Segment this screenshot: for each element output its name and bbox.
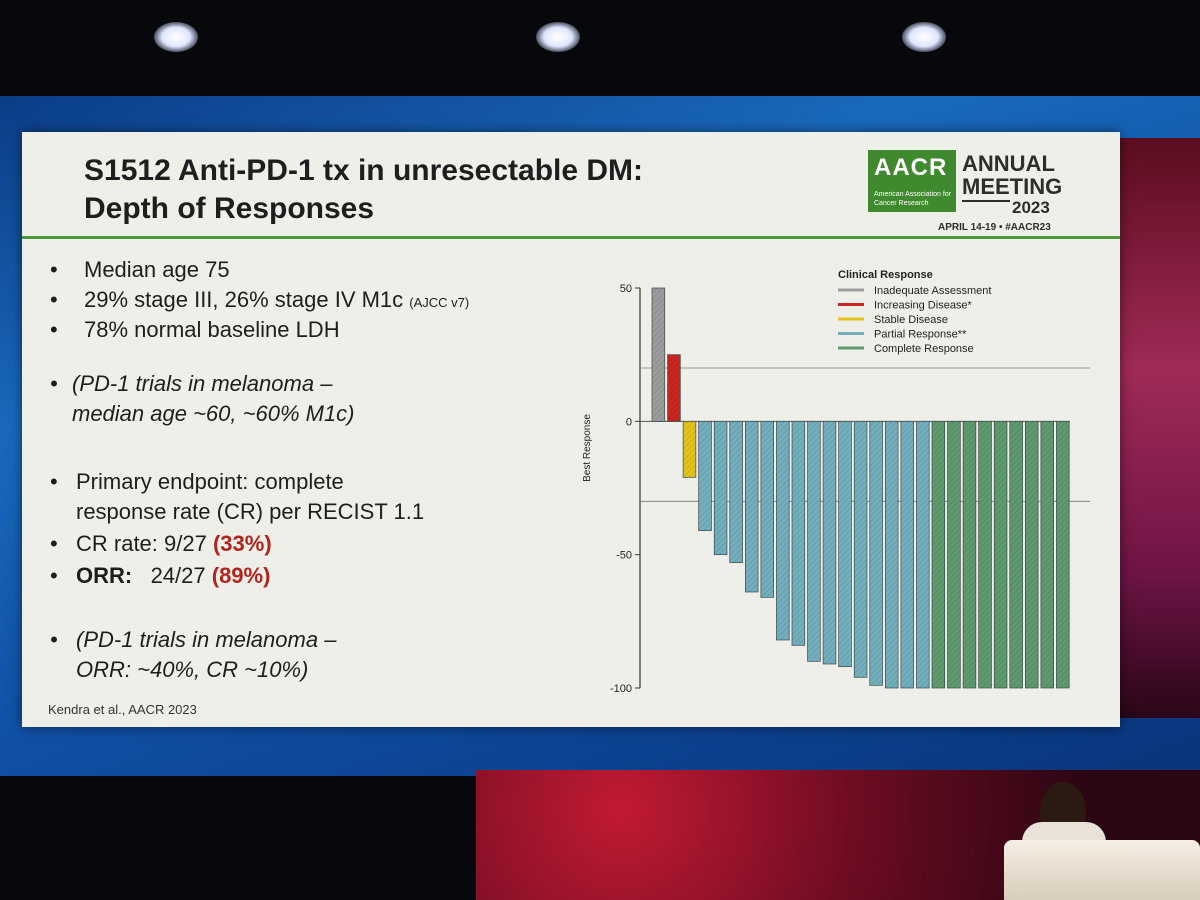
response-bar-hatch — [900, 421, 914, 688]
slide: S1512 Anti-PD-1 tx in unresectable DM: D… — [22, 132, 1120, 727]
bullet-dot: • — [50, 469, 58, 494]
bullet-dot: • — [50, 257, 58, 282]
response-bar-hatch — [838, 421, 852, 667]
response-bar-hatch — [963, 421, 976, 688]
legend-label: Partial Response** — [874, 329, 967, 341]
orr-pct: (89%) — [211, 563, 271, 588]
title-divider — [22, 236, 1120, 239]
meeting-year: 2023 — [1012, 198, 1050, 217]
response-bar-hatch — [1056, 421, 1070, 688]
stage-light — [154, 22, 198, 52]
response-bar-hatch — [714, 421, 727, 555]
bullet-dot: • — [50, 317, 58, 342]
response-bar-hatch — [792, 421, 805, 646]
y-axis-label: Best Response — [582, 414, 593, 482]
response-bar-hatch — [1009, 421, 1023, 688]
aacr-logo-text: AACR — [874, 154, 948, 181]
stage-light — [536, 22, 580, 52]
response-bar-hatch — [932, 421, 945, 688]
legend-label: Complete Response — [874, 343, 974, 355]
podium — [1004, 840, 1200, 900]
response-bar-hatch — [807, 421, 821, 662]
meeting-title: ANNUAL MEETING — [962, 152, 1082, 198]
response-bar-hatch — [760, 421, 774, 598]
slide-title-line1: S1512 Anti-PD-1 tx in unresectable DM: — [84, 154, 644, 187]
y-tick-label: 0 — [626, 416, 632, 428]
legend-title: Clinical Response — [838, 269, 933, 281]
response-bar-hatch — [885, 421, 899, 688]
response-bar-hatch — [1025, 421, 1039, 688]
response-bar-hatch — [652, 288, 665, 422]
citation: Kendra et al., AACR 2023 — [48, 702, 197, 717]
orr-label: ORR: — [76, 563, 133, 588]
aacr-logo: AACR American Association for Cancer Res… — [868, 150, 956, 212]
response-bar-hatch — [1040, 421, 1054, 688]
meeting-rule — [962, 200, 1010, 202]
cr-rate-pct: (33%) — [212, 531, 272, 556]
response-bar-hatch — [947, 421, 961, 688]
bullet-dot: • — [50, 287, 58, 312]
waterfall-chart: 50 0 -50 -100 Best Response Clinical Response… — [582, 269, 1090, 695]
response-bar-hatch — [978, 421, 992, 688]
stage-light — [902, 22, 946, 52]
y-tick-label: -50 — [616, 550, 632, 562]
aacr-logo-subtext: American Association for Cancer Research — [874, 191, 952, 207]
response-bar-hatch — [823, 421, 836, 664]
bullet-dot: • — [50, 627, 58, 652]
response-bar-hatch — [994, 421, 1007, 688]
meeting-dates: APRIL 14-19 • #AACR23 — [938, 222, 1051, 233]
response-bar-hatch — [869, 421, 883, 686]
response-bar-hatch — [854, 421, 867, 678]
ajcc-note: (AJCC v7) — [409, 295, 470, 310]
legend-label: Increasing Disease* — [874, 300, 973, 312]
meeting-line2: MEETING — [962, 174, 1063, 199]
legend-label: Stable Disease — [874, 314, 948, 326]
response-bar-hatch — [776, 421, 790, 640]
bullet-dot: • — [50, 563, 58, 588]
slide-title: S1512 Anti-PD-1 tx in unresectable DM: D… — [84, 152, 804, 228]
y-tick-label: -100 — [610, 683, 632, 695]
slide-title-line2: Depth of Responses — [84, 192, 375, 225]
meeting-line1: ANNUAL — [962, 151, 1055, 176]
response-bar-hatch — [698, 421, 712, 531]
response-bar-hatch — [667, 354, 681, 422]
response-bar-hatch — [745, 421, 759, 592]
response-bar-hatch — [683, 421, 696, 478]
response-bar-hatch — [916, 421, 930, 688]
y-tick-label: 50 — [620, 283, 632, 295]
legend-label: Inadequate Assessment — [874, 285, 991, 297]
bullet-dot: • — [50, 531, 58, 556]
bullet-dot: • — [50, 371, 58, 396]
response-bar-hatch — [729, 421, 743, 563]
